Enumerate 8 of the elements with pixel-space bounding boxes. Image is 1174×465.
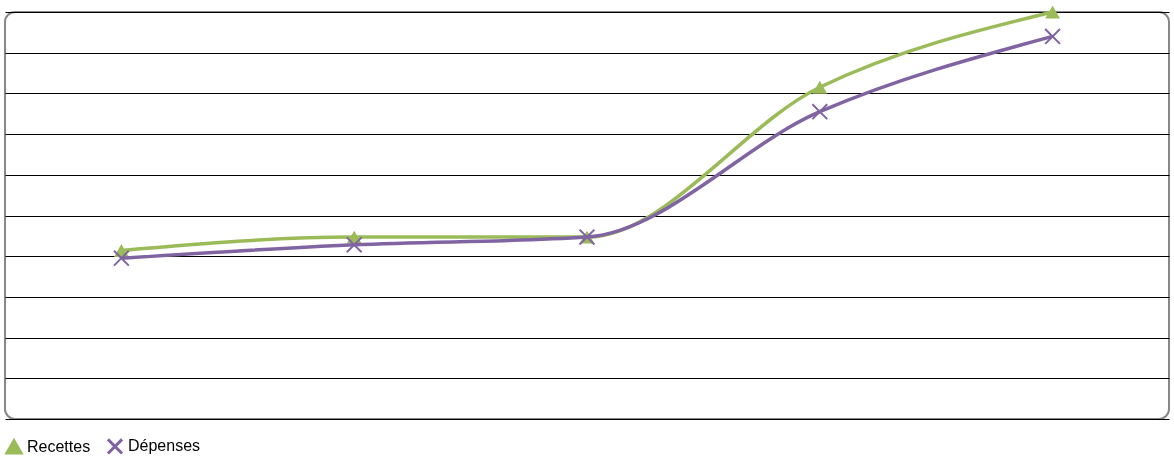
legend-label: Dépenses bbox=[128, 437, 201, 455]
point bbox=[345, 236, 363, 254]
point bbox=[811, 103, 829, 121]
point bbox=[1044, 28, 1062, 45]
legend-label: Recettes bbox=[27, 437, 91, 455]
point bbox=[1045, 5, 1061, 19]
point bbox=[112, 249, 130, 267]
point bbox=[812, 80, 828, 94]
